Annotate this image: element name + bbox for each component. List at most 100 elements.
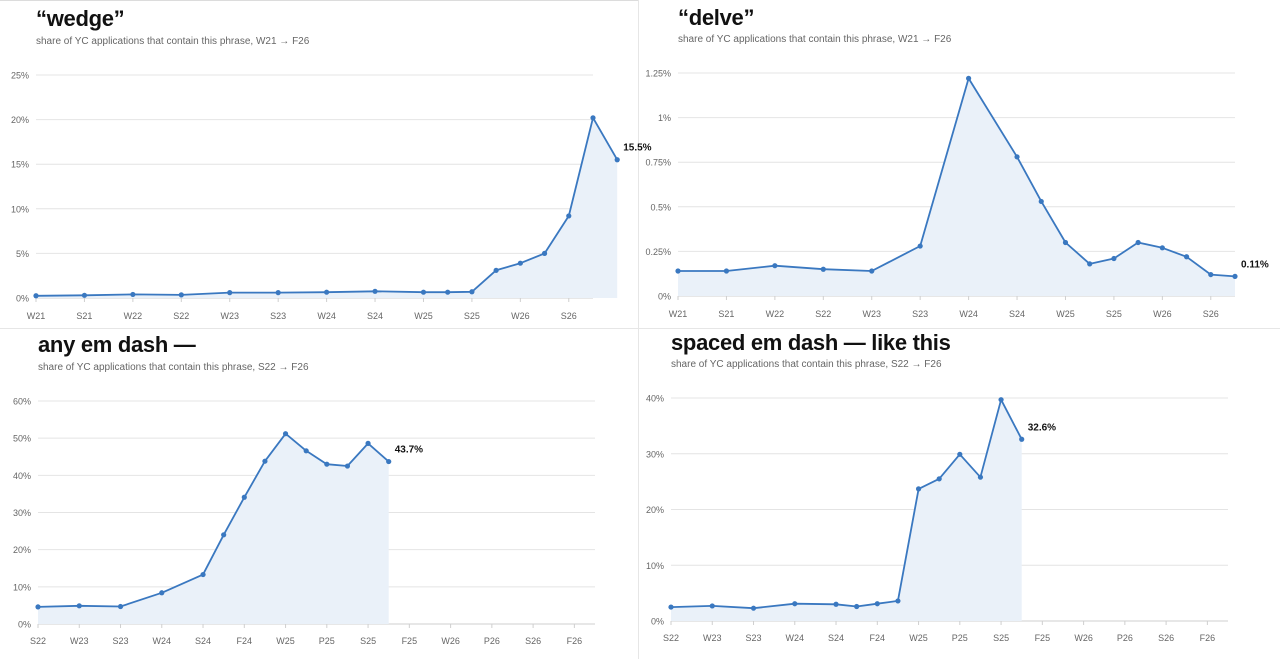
data-point [854,603,860,610]
data-point [76,603,82,609]
chart-subtitle: share of YC applications that contain th… [671,359,942,370]
data-point [365,440,371,446]
data-point [227,290,233,296]
x-tick-label: S25 [993,633,1009,643]
chart-title: any em dash — [38,332,196,357]
x-tick-label: F25 [1035,633,1051,643]
y-tick-label: 30% [646,449,664,459]
y-tick-label: 10% [13,582,31,592]
y-tick-label: 0% [16,294,29,304]
data-point [35,604,41,610]
x-tick-label: S23 [270,311,286,321]
chart-panel-any-em-dash: any em dash — share of YC applications t… [0,329,638,659]
y-tick-label: 0.75% [645,158,671,168]
chart-title: spaced em dash — like this [671,330,951,355]
data-point [590,115,596,121]
x-tick-label: S21 [76,311,92,321]
data-point [469,289,475,295]
data-point [1208,271,1214,278]
series-area [36,117,618,298]
x-tick-label: S23 [912,309,928,319]
data-point [1183,254,1190,260]
x-tick-label: S22 [30,636,46,646]
y-tick-label: 20% [11,115,29,125]
chart-subtitle: share of YC applications that contain th… [38,362,309,373]
x-tick-label: W23 [703,633,722,643]
panel-divider-vertical [638,0,639,659]
data-point [895,598,901,604]
x-tick-label: W24 [317,311,336,321]
data-point [200,571,206,578]
series-area [38,433,389,624]
data-point [344,463,351,469]
end-value-label: 32.6% [1028,422,1056,433]
data-point [275,290,281,296]
x-tick-label: W21 [27,311,46,321]
data-point [1159,245,1165,251]
y-tick-label: 1% [658,113,671,123]
x-tick-label: P25 [319,636,335,646]
x-tick-label: W26 [441,636,460,646]
chart-panel-delve: “delve” share of YC applications that co… [639,0,1280,328]
data-point [1135,239,1141,246]
data-point [1087,261,1093,267]
series-area [678,78,1235,297]
data-point [178,292,184,298]
data-point [1038,198,1044,205]
end-value-label: 15.5% [623,143,651,154]
x-tick-label: S21 [718,309,734,319]
y-tick-label: 0% [658,292,671,302]
x-tick-label: W23 [70,636,89,646]
data-point [262,458,268,464]
x-tick-label: S25 [464,311,480,321]
data-point [1019,436,1025,442]
data-point [221,532,227,538]
data-point [917,243,923,249]
data-point [324,461,330,467]
data-point [541,250,548,256]
x-tick-label: W23 [862,309,881,319]
x-tick-label: S26 [525,636,541,646]
x-tick-label: W25 [909,633,928,643]
data-point [936,476,942,482]
data-point [517,260,523,266]
y-tick-label: 25% [11,71,29,81]
x-tick-label: P26 [1117,633,1133,643]
data-point [869,268,875,274]
y-tick-label: 20% [646,505,664,515]
y-tick-label: 15% [11,160,29,170]
x-tick-label: S22 [815,309,831,319]
x-tick-label: W26 [1153,309,1172,319]
data-point [792,601,798,607]
data-point [1232,273,1238,279]
chart-panel-wedge: “wedge” share of YC applications that co… [0,0,638,328]
end-value-label: 0.11% [1241,259,1269,270]
data-point [957,451,963,457]
y-tick-label: 5% [16,249,29,259]
data-point [668,604,674,610]
series-area [671,399,1022,621]
x-tick-label: S26 [1203,309,1219,319]
x-tick-label: W25 [276,636,295,646]
y-tick-label: 20% [13,545,31,555]
data-point [614,157,620,163]
x-tick-label: W24 [786,633,805,643]
data-point [750,605,757,611]
chart-title: “delve” [678,5,755,30]
data-point [772,263,778,269]
x-tick-label: W24 [153,636,172,646]
x-tick-label: P25 [952,633,968,643]
y-tick-label: 50% [13,434,31,444]
x-tick-label: S24 [367,311,383,321]
chart-subtitle: share of YC applications that contain th… [36,36,310,47]
chart-subtitle: share of YC applications that contain th… [678,34,952,45]
x-tick-label: F24 [870,633,886,643]
series-line [37,432,390,608]
y-tick-label: 40% [13,471,31,481]
x-tick-label: W22 [124,311,143,321]
x-tick-label: W25 [414,311,433,321]
data-point [833,601,839,607]
x-tick-label: S23 [113,636,129,646]
y-tick-label: 0.5% [650,202,671,212]
y-tick-label: 60% [13,397,31,407]
